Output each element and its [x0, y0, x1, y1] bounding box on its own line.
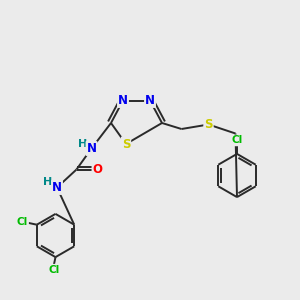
- Text: N: N: [145, 94, 155, 107]
- Text: S: S: [204, 118, 213, 131]
- Text: Cl: Cl: [17, 217, 28, 227]
- Text: N: N: [118, 94, 128, 107]
- Text: O: O: [92, 163, 103, 176]
- Text: S: S: [122, 137, 130, 151]
- Text: Cl: Cl: [48, 265, 60, 275]
- Text: Cl: Cl: [231, 135, 243, 146]
- Text: H: H: [43, 177, 52, 187]
- Text: N: N: [86, 142, 97, 155]
- Text: N: N: [52, 181, 62, 194]
- Text: H: H: [78, 139, 87, 149]
